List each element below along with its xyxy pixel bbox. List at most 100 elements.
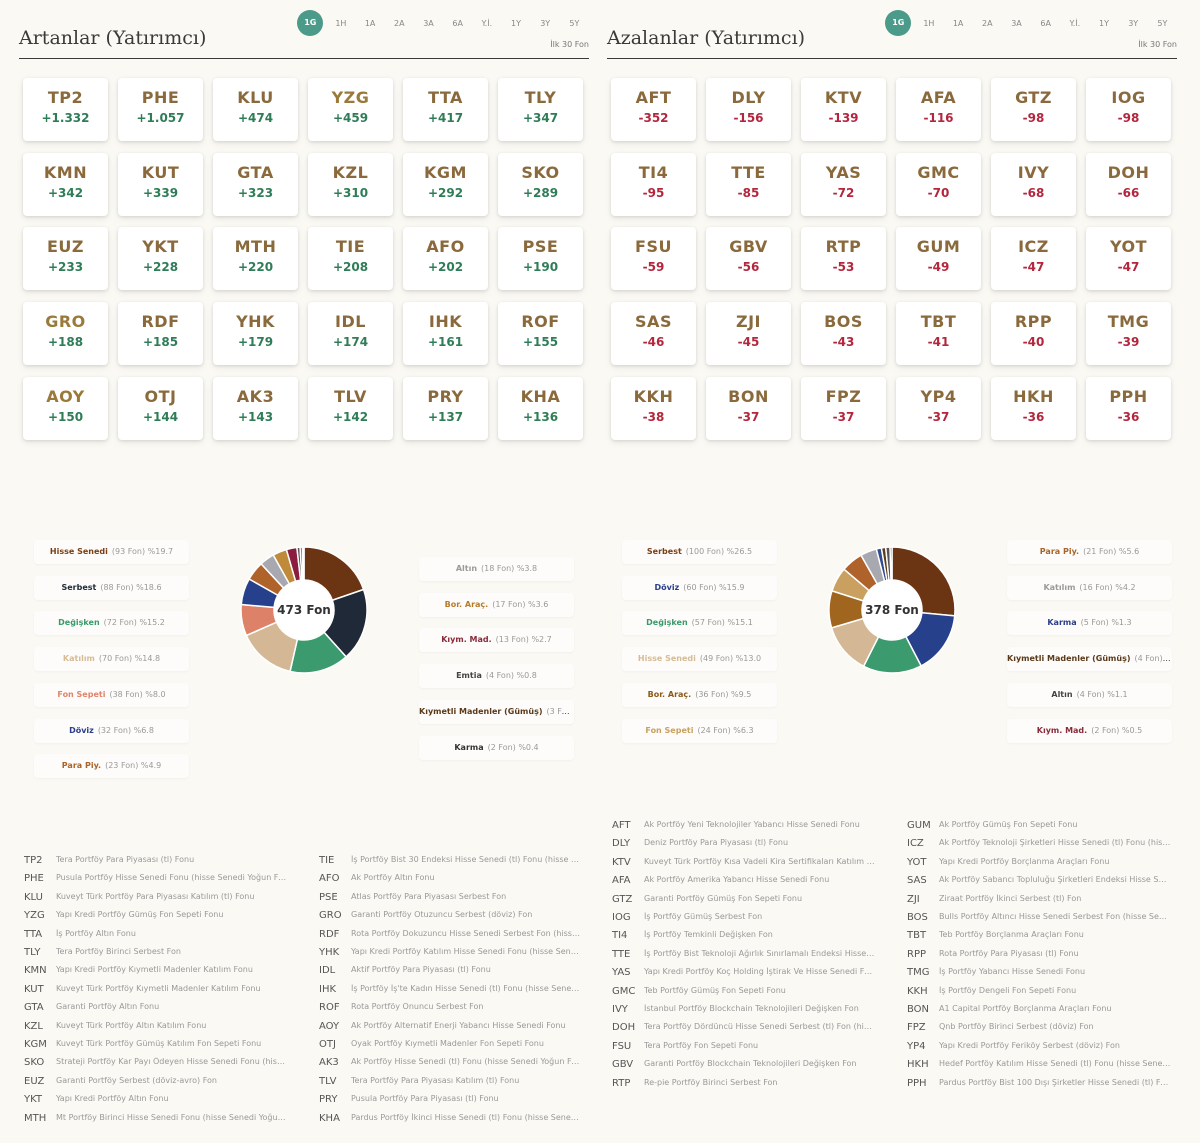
fund-list-row[interactable]: IOG İş Portföy Gümüş Serbest Fon bbox=[612, 912, 882, 930]
fund-card[interactable]: AOY +150 bbox=[23, 377, 108, 440]
legend-item[interactable]: Bor. Araç. (36 Fon) %9.5 bbox=[622, 682, 777, 707]
fund-list-row[interactable]: TMG İş Portföy Yabancı Hisse Senedi Fonu bbox=[907, 967, 1177, 985]
fund-list-row[interactable]: YHK Yapı Kredi Portföy Katılım Hisse Sene… bbox=[319, 947, 589, 965]
fund-card[interactable]: MTH +220 bbox=[213, 227, 298, 290]
fund-card[interactable]: PRY +137 bbox=[403, 377, 488, 440]
fund-card[interactable]: TBT -41 bbox=[896, 302, 981, 365]
fund-list-row[interactable]: GTZ Garanti Portföy Gümüş Fon Sepeti Fonu bbox=[612, 894, 882, 912]
legend-item[interactable]: Fon Sepeti (24 Fon) %6.3 bbox=[622, 718, 777, 743]
legend-item[interactable]: Serbest (100 Fon) %26.5 bbox=[622, 540, 777, 564]
fund-list-row[interactable]: PRY Pusula Portföy Para Piyasası (tl) Fon… bbox=[319, 1094, 589, 1112]
fund-list-row[interactable]: AFT Ak Portföy Yeni Teknolojiler Yabancı … bbox=[612, 820, 882, 838]
fund-card[interactable]: KMN +342 bbox=[23, 153, 108, 216]
fund-list-row[interactable]: EUZ Garanti Portföy Serbest (döviz-avro) … bbox=[24, 1076, 294, 1094]
fund-list-row[interactable]: OTJ Oyak Portföy Kıymetli Madenler Fon Se… bbox=[319, 1039, 589, 1057]
fund-card[interactable]: IOG -98 bbox=[1086, 78, 1171, 141]
fund-list-row[interactable]: GMC Teb Portföy Gümüş Fon Sepeti Fonu bbox=[612, 986, 882, 1004]
fund-list-row[interactable]: KUT Kuveyt Türk Portföy Kıymetli Madenler… bbox=[24, 984, 294, 1002]
tab-period[interactable]: 3Y bbox=[1128, 18, 1139, 28]
tab-period[interactable]: 5Y bbox=[1157, 18, 1168, 28]
tab-period[interactable]: 1G bbox=[885, 10, 912, 36]
tab-period[interactable]: 2A bbox=[982, 18, 993, 28]
legend-item[interactable]: Kıym. Mad. (13 Fon) %2.7 bbox=[419, 628, 574, 653]
fund-card[interactable]: IDL +174 bbox=[308, 302, 393, 365]
fund-card[interactable]: AFT -352 bbox=[611, 78, 696, 141]
fund-card[interactable]: AK3 +143 bbox=[213, 377, 298, 440]
fund-list-row[interactable]: BON A1 Capital Portföy Borçlanma Araçları… bbox=[907, 1004, 1177, 1022]
fund-list-row[interactable]: HKH Hedef Portföy Katılım Hisse Senedi (t… bbox=[907, 1059, 1177, 1077]
tab-period[interactable]: 6A bbox=[452, 18, 463, 28]
fund-list-row[interactable]: AOY Ak Portföy Alternatif Enerji Yabancı … bbox=[319, 1021, 589, 1039]
fund-card[interactable]: GBV -56 bbox=[706, 227, 791, 290]
fund-card[interactable]: KTV -139 bbox=[801, 78, 886, 141]
fund-card[interactable]: PHE +1.057 bbox=[118, 78, 203, 141]
fund-card[interactable]: YOT -47 bbox=[1086, 227, 1171, 290]
fund-card[interactable]: YP4 -37 bbox=[896, 377, 981, 440]
fund-card[interactable]: BOS -43 bbox=[801, 302, 886, 365]
fund-list-row[interactable]: RPP Rota Portföy Para Piyasası (tl) Fonu bbox=[907, 949, 1177, 967]
fund-list-row[interactable]: TIE İş Portföy Bist 30 Endeksi Hisse Sene… bbox=[319, 855, 589, 873]
tab-period[interactable]: 1G bbox=[297, 10, 324, 36]
fund-list-row[interactable]: YZG Yapı Kredi Portföy Gümüş Fon Sepeti F… bbox=[24, 910, 294, 928]
legend-item[interactable]: Katılım (70 Fon) %14.8 bbox=[34, 647, 189, 672]
fund-list-row[interactable]: KLU Kuveyt Türk Portföy Para Piyasası Kat… bbox=[24, 892, 294, 910]
fund-card[interactable]: GMC -70 bbox=[896, 153, 981, 216]
donut-slice[interactable] bbox=[889, 546, 893, 581]
legend-item[interactable]: Değişken (72 Fon) %15.2 bbox=[34, 611, 189, 636]
fund-list-row[interactable]: IVY İstanbul Portföy Blockchain Teknoloji… bbox=[612, 1004, 882, 1022]
fund-list-row[interactable]: GUM Ak Portföy Gümüş Fon Sepeti Fonu bbox=[907, 820, 1177, 838]
legend-item[interactable]: Fon Sepeti (38 Fon) %8.0 bbox=[34, 682, 189, 707]
tab-period[interactable]: 3Y bbox=[540, 18, 551, 28]
fund-list-row[interactable]: KZL Kuveyt Türk Portföy Altın Katılım Fon… bbox=[24, 1021, 294, 1039]
fund-card[interactable]: TIE +208 bbox=[308, 227, 393, 290]
fund-list-row[interactable]: SKO Strateji Portföy Kar Payı Ödeyen Hiss… bbox=[24, 1057, 294, 1075]
fund-list-row[interactable]: PSE Atlas Portföy Para Piyasası Serbest F… bbox=[319, 892, 589, 910]
legend-item[interactable]: Döviz (32 Fon) %6.8 bbox=[34, 718, 189, 743]
fund-list-row[interactable]: TP2 Tera Portföy Para Piyasası (tl) Fonu bbox=[24, 855, 294, 873]
tab-period[interactable]: 3A bbox=[1011, 18, 1022, 28]
fund-list-row[interactable]: KTV Kuveyt Türk Portföy Kısa Vadeli Kira … bbox=[612, 857, 882, 875]
legend-item[interactable]: Kıym. Mad. (2 Fon) %0.5 bbox=[1007, 718, 1172, 743]
legend-item[interactable]: Serbest (88 Fon) %18.6 bbox=[34, 575, 189, 600]
fund-list-row[interactable]: TI4 İş Portföy Temkinli Değişken Fon bbox=[612, 930, 882, 948]
fund-card[interactable]: TMG -39 bbox=[1086, 302, 1171, 365]
fund-list-row[interactable]: RDF Rota Portföy Dokuzuncu Hisse Senedi S… bbox=[319, 929, 589, 947]
legend-item[interactable]: Karma (5 Fon) %1.3 bbox=[1007, 611, 1172, 636]
fund-card[interactable]: RTP -53 bbox=[801, 227, 886, 290]
tab-period[interactable]: 1Y bbox=[511, 18, 522, 28]
tab-period[interactable]: 1H bbox=[335, 18, 347, 28]
fund-list-row[interactable]: DLY Deniz Portföy Para Piyasası (tl) Fonu bbox=[612, 838, 882, 856]
legend-item[interactable]: Döviz (60 Fon) %15.9 bbox=[622, 575, 777, 600]
tab-period[interactable]: 5Y bbox=[569, 18, 580, 28]
fund-card[interactable]: FSU -59 bbox=[611, 227, 696, 290]
fund-card[interactable]: OTJ +144 bbox=[118, 377, 203, 440]
legend-item[interactable]: Kıymetli Madenler (Gümüş) (4 Fon) ... bbox=[1007, 647, 1172, 672]
fund-list-row[interactable]: RTP Re-pie Portföy Birinci Serbest Fon bbox=[612, 1078, 882, 1096]
fund-card[interactable]: KGM +292 bbox=[403, 153, 488, 216]
fund-card[interactable]: ROF +155 bbox=[498, 302, 583, 365]
fund-card[interactable]: YZG +459 bbox=[308, 78, 393, 141]
tab-period[interactable]: 1Y bbox=[1099, 18, 1110, 28]
fund-list-row[interactable]: AK3 Ak Portföy Hisse Senedi (tl) Fonu (hi… bbox=[319, 1057, 589, 1075]
legend-item[interactable]: Altın (4 Fon) %1.1 bbox=[1007, 682, 1172, 707]
fund-list-row[interactable]: GRO Garanti Portföy Otuzuncu Serbest (döv… bbox=[319, 910, 589, 928]
fund-card[interactable]: PPH -36 bbox=[1086, 377, 1171, 440]
fund-list-row[interactable]: DOH Tera Portföy Dördüncü Hisse Senedi Se… bbox=[612, 1022, 882, 1040]
fund-list-row[interactable]: PPH Pardus Portföy Bist 100 Dışı Şirketle… bbox=[907, 1078, 1177, 1096]
tab-period[interactable]: Y.İ. bbox=[1069, 18, 1081, 28]
fund-card[interactable]: GUM -49 bbox=[896, 227, 981, 290]
fund-list-row[interactable]: KMN Yapı Kredi Portföy Kıymetli Madenler … bbox=[24, 965, 294, 983]
fund-list-row[interactable]: ROF Rota Portföy Onuncu Serbest Fon bbox=[319, 1002, 589, 1020]
donut-slice[interactable] bbox=[301, 546, 305, 581]
legend-item[interactable]: Para Piy. (21 Fon) %5.6 bbox=[1007, 540, 1172, 564]
legend-item[interactable]: Bor. Araç. (17 Fon) %3.6 bbox=[419, 592, 574, 617]
fund-card[interactable]: ZJI -45 bbox=[706, 302, 791, 365]
fund-card[interactable]: ICZ -47 bbox=[991, 227, 1076, 290]
fund-card[interactable]: TI4 -95 bbox=[611, 153, 696, 216]
fund-card[interactable]: DOH -66 bbox=[1086, 153, 1171, 216]
fund-card[interactable]: GTA +323 bbox=[213, 153, 298, 216]
legend-item[interactable]: Hisse Senedi (93 Fon) %19.7 bbox=[34, 540, 189, 564]
fund-card[interactable]: HKH -36 bbox=[991, 377, 1076, 440]
fund-list-row[interactable]: FPZ Qnb Portföy Birinci Serbest (döviz) F… bbox=[907, 1022, 1177, 1040]
fund-list-row[interactable]: MTH Mt Portföy Birinci Hisse Senedi Fonu … bbox=[24, 1113, 294, 1131]
